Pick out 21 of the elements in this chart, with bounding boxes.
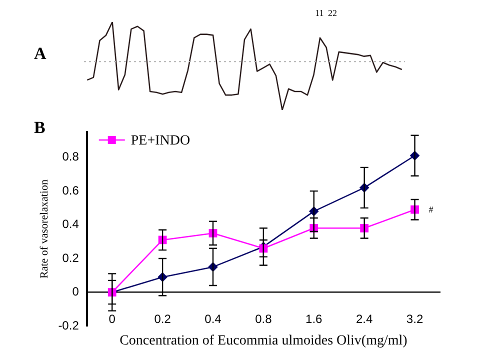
text: A bbox=[34, 44, 46, 64]
annotation: # bbox=[428, 204, 434, 215]
legend-label: PE+INDO bbox=[130, 134, 190, 149]
x-axis-title: Concentration of Eucommia ulmoides Oliv(mg/ml) bbox=[120, 334, 408, 349]
y-tick-label: 0 bbox=[72, 284, 80, 299]
y-tick-label: 0.4 bbox=[62, 217, 80, 232]
text: 22 bbox=[328, 8, 337, 18]
y-tick-label: 0.8 bbox=[62, 150, 80, 164]
chart-title: B bbox=[34, 118, 46, 138]
x-tick-label: 2.4 bbox=[356, 312, 373, 326]
y-tick-label: -0.2 bbox=[58, 318, 80, 332]
y-axis-title: Rate of vasorelaxation bbox=[38, 179, 50, 278]
text: 11 bbox=[315, 8, 324, 18]
x-tick-label: 0.4 bbox=[204, 312, 222, 326]
x-tick-label: 3.2 bbox=[406, 312, 424, 326]
x-tick-label: 1.6 bbox=[306, 312, 323, 326]
y-tick-label: 0.2 bbox=[62, 250, 80, 265]
x-tick-label: 0.2 bbox=[154, 312, 172, 326]
y-tick-label: 0.6 bbox=[62, 183, 80, 198]
x-tick-label: 0 bbox=[108, 312, 116, 326]
x-tick-label: 0.8 bbox=[255, 312, 272, 326]
